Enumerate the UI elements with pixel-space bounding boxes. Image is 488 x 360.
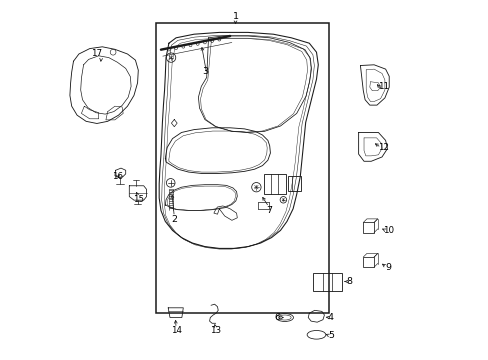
- Text: 5: 5: [327, 331, 333, 340]
- Text: 17: 17: [91, 49, 102, 58]
- Text: 6: 6: [274, 313, 280, 322]
- Text: 8: 8: [346, 277, 352, 286]
- Text: 16: 16: [112, 172, 123, 181]
- Text: 3: 3: [202, 68, 207, 77]
- Text: 10: 10: [382, 226, 393, 235]
- Text: 13: 13: [210, 326, 221, 335]
- Text: 4: 4: [327, 313, 333, 322]
- Text: 1: 1: [232, 12, 238, 21]
- Bar: [363, 257, 373, 267]
- Bar: [156, 23, 328, 313]
- Text: 9: 9: [385, 263, 391, 271]
- Bar: [312, 273, 341, 291]
- Bar: [287, 176, 301, 191]
- Text: 15: 15: [132, 195, 143, 204]
- Text: 2: 2: [171, 215, 177, 224]
- Text: 11: 11: [377, 82, 388, 91]
- Text: 12: 12: [377, 143, 388, 152]
- Text: 7: 7: [266, 206, 272, 215]
- Bar: [363, 222, 373, 233]
- Text: 14: 14: [170, 326, 181, 335]
- Bar: [263, 174, 285, 194]
